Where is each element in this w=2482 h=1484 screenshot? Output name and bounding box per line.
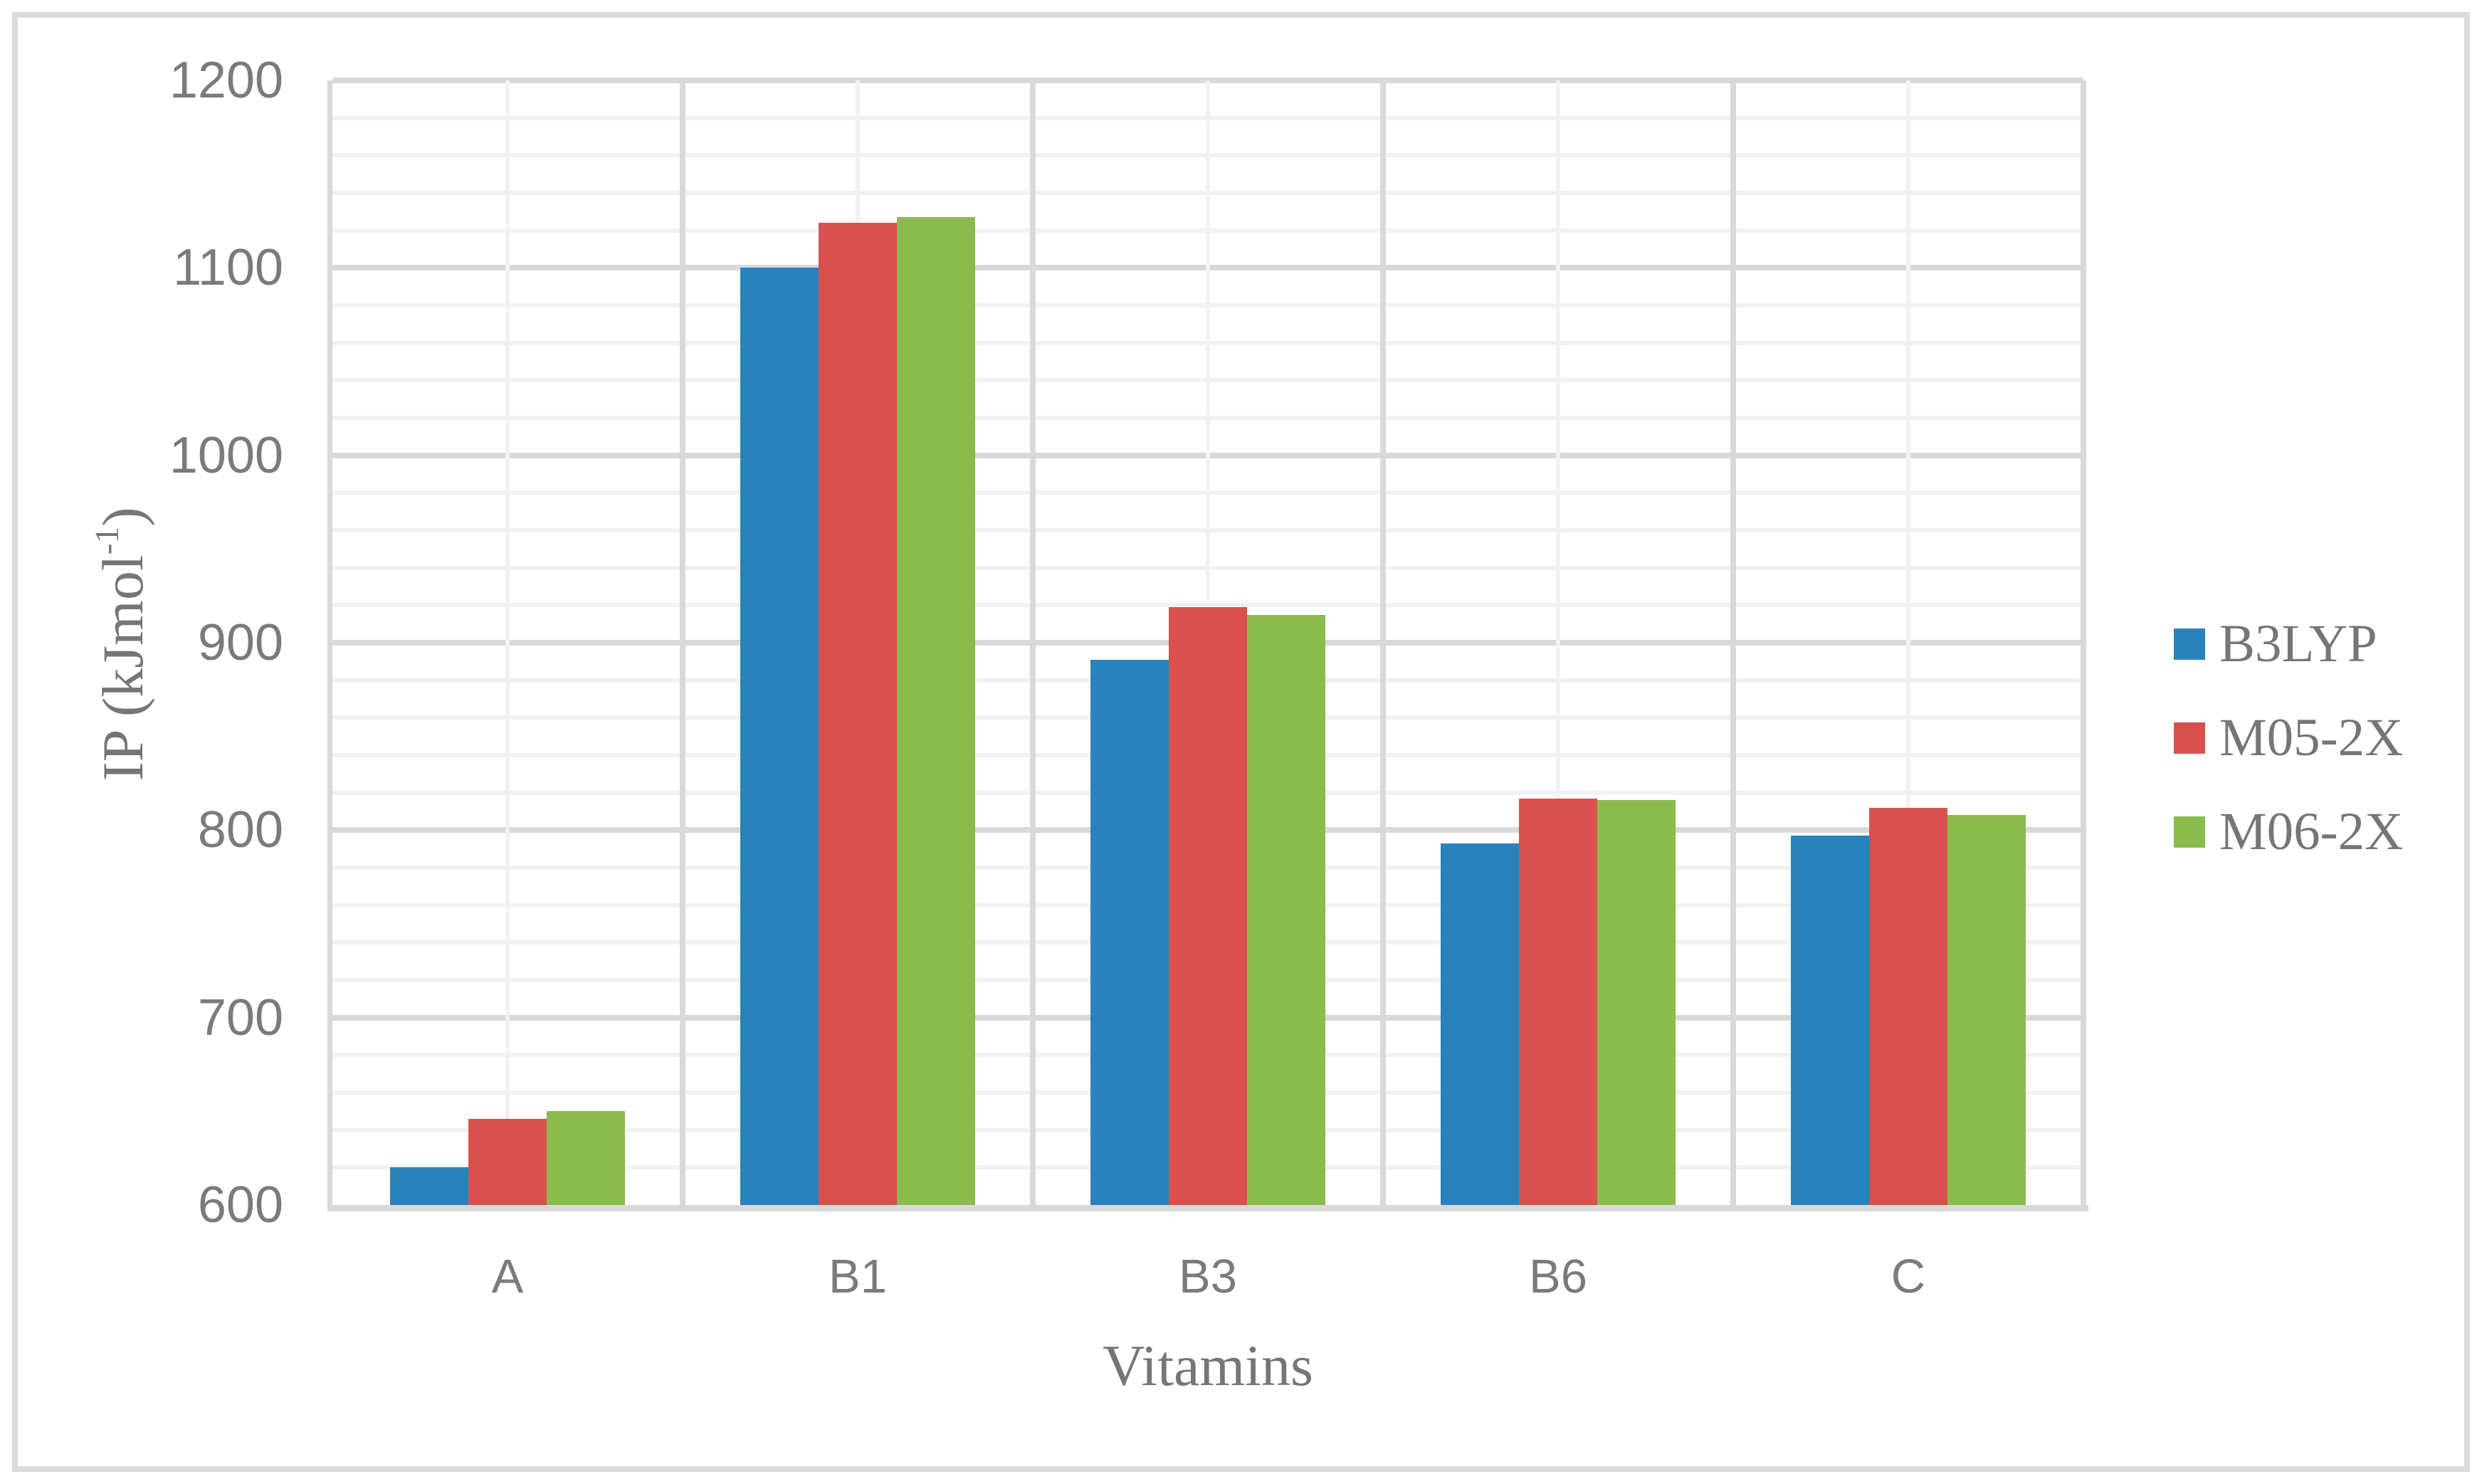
legend-label: B3LYP	[2219, 614, 2377, 673]
bar-M06-2X-A	[547, 1111, 625, 1205]
bar-B3LYP-B6	[1441, 843, 1519, 1205]
v-gridline-minor	[1906, 80, 1910, 1205]
legend-label: M05-2X	[2219, 708, 2404, 767]
v-gridline-major	[680, 80, 685, 1205]
legend: B3LYP M05-2X M06-2X	[2174, 613, 2403, 895]
x-category-label: B6	[1529, 1250, 1587, 1303]
x-category-label: B3	[1179, 1250, 1237, 1303]
legend-label: M06-2X	[2219, 802, 2404, 861]
y-tick-label: 1000	[169, 426, 283, 484]
bar-M05-2X-B6	[1519, 798, 1597, 1205]
bar-B3LYP-B1	[740, 268, 819, 1205]
bar-B3LYP-C	[1791, 836, 1869, 1205]
bar-M05-2X-C	[1869, 807, 1947, 1205]
legend-swatch-icon	[2174, 722, 2205, 754]
legend-item-M06-2X: M06-2X	[2174, 801, 2403, 863]
y-tick-label: 900	[197, 614, 283, 671]
v-gridline-minor	[1556, 80, 1560, 1205]
x-axis-title: Vitamins	[1103, 1333, 1313, 1398]
legend-item-B3LYP: B3LYP	[2174, 613, 2403, 675]
x-category-label: B1	[829, 1250, 887, 1303]
y-axis-title-close: )	[90, 507, 155, 527]
bar-M05-2X-B3	[1169, 606, 1247, 1205]
x-axis-line	[327, 1205, 2088, 1211]
bar-M05-2X-A	[468, 1118, 547, 1205]
legend-swatch-icon	[2174, 816, 2205, 848]
y-tick-label: 600	[197, 1177, 283, 1233]
v-gridline-major	[1030, 80, 1036, 1205]
bar-B3LYP-A	[390, 1167, 468, 1205]
bar-M05-2X-B1	[819, 223, 897, 1205]
v-gridline-major	[1730, 80, 1736, 1205]
y-axis-line	[327, 80, 332, 1205]
bar-M06-2X-C	[1947, 815, 2026, 1205]
bar-M06-2X-B3	[1247, 614, 1325, 1205]
y-tick-label: 700	[197, 989, 283, 1046]
bar-M06-2X-B6	[1597, 800, 1676, 1205]
y-tick-label: 1200	[169, 52, 283, 109]
bar-M06-2X-B1	[897, 217, 975, 1205]
legend-item-M05-2X: M05-2X	[2174, 707, 2403, 769]
y-tick-label: 1100	[173, 239, 283, 297]
v-gridline-major	[2081, 80, 2086, 1205]
bar-B3LYP-B3	[1090, 659, 1169, 1205]
x-category-label: A	[491, 1250, 524, 1303]
y-axis-title-superscript: -1	[88, 526, 126, 555]
v-gridline-minor	[505, 80, 510, 1205]
plot-area	[327, 78, 2088, 1211]
legend-swatch-icon	[2174, 628, 2205, 660]
v-gridline-major	[1380, 80, 1386, 1205]
x-category-label: C	[1891, 1250, 1926, 1303]
y-tick-label: 800	[197, 801, 283, 859]
